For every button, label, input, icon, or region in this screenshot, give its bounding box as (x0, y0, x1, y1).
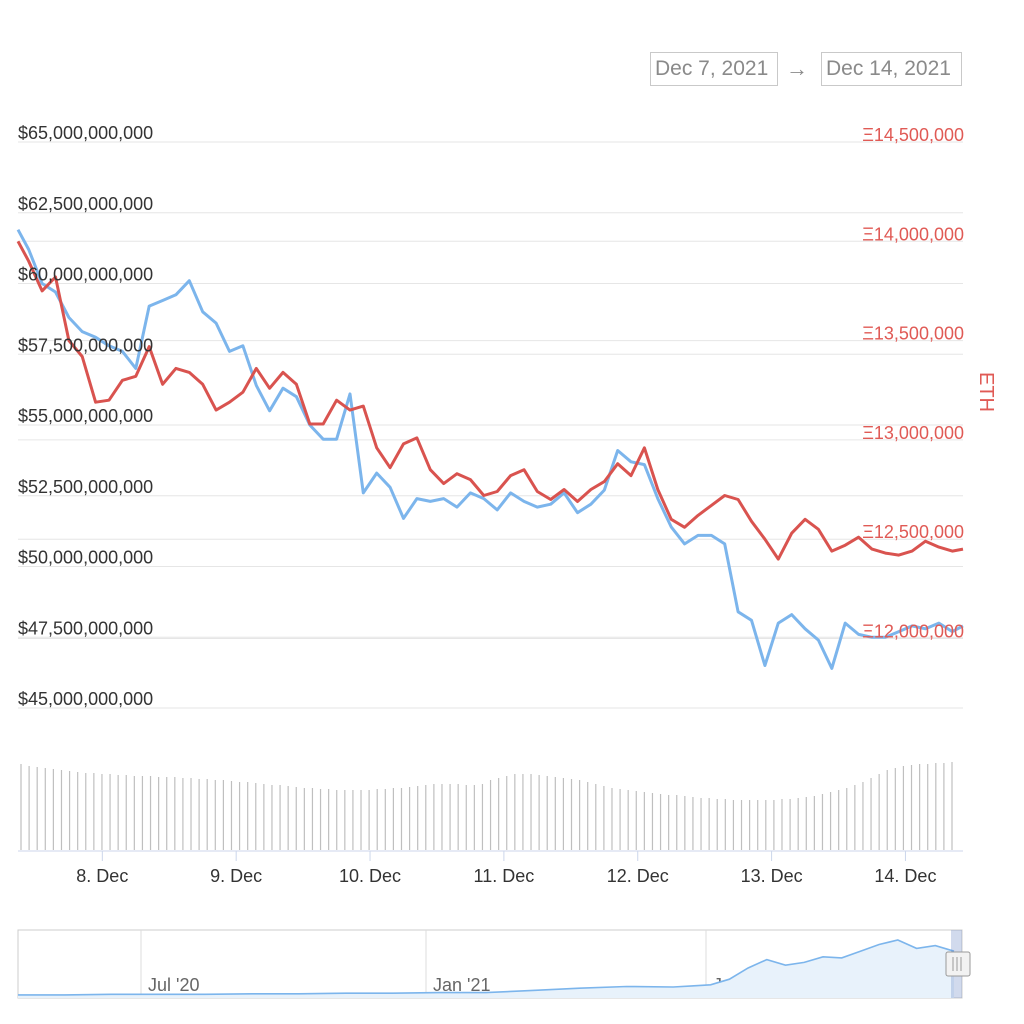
right-tick-label: Ξ13,000,000 (862, 423, 964, 443)
volume-bars (20, 762, 953, 850)
usd-market-cap-line (16, 228, 964, 670)
range-to-input[interactable]: Dec 14, 2021 (821, 52, 962, 86)
right-tick-label: Ξ13,500,000 (862, 324, 964, 344)
navigator-label: Jul '20 (148, 975, 199, 995)
price-lines (16, 228, 964, 670)
navigator-line (18, 939, 955, 996)
x-tick-label: 12. Dec (607, 866, 669, 886)
left-tick-label: $45,000,000,000 (18, 689, 153, 709)
grid-lines (18, 141, 963, 709)
right-axis-title: ETH (975, 372, 997, 412)
x-axis: 8. Dec 9. Dec 10. Dec 11. Dec 12. Dec 13. Dec… (18, 850, 963, 886)
left-tick-label: $57,500,000,000 (18, 335, 153, 355)
left-tick-label: $65,000,000,000 (18, 123, 153, 143)
left-tick-label: $60,000,000,000 (18, 265, 153, 285)
left-tick-label: $47,500,000,000 (18, 618, 153, 638)
right-tick-label: Ξ14,500,000 (862, 125, 964, 145)
x-tick-label: 8. Dec (76, 866, 128, 886)
x-tick-label: 14. Dec (874, 866, 936, 886)
right-tick-label: Ξ14,000,000 (862, 224, 964, 244)
navigator-area (18, 940, 954, 998)
left-tick-label: $55,000,000,000 (18, 406, 153, 426)
x-tick-label: 9. Dec (210, 866, 262, 886)
range-arrow: → (786, 56, 808, 81)
x-tick-label: 11. Dec (474, 866, 535, 886)
left-axis-labels: $65,000,000,000 $62,500,000,000 $60,000,00… (18, 123, 153, 709)
left-tick-label: $50,000,000,000 (18, 548, 153, 568)
right-tick-label: Ξ12,000,000 (862, 621, 964, 641)
x-tick-label: 13. Dec (741, 866, 803, 886)
left-tick-label: $62,500,000,000 (18, 194, 153, 214)
left-tick-label: $52,500,000,000 (18, 477, 153, 497)
navigator-handle[interactable] (945, 951, 971, 977)
x-tick-label: 10. Dec (339, 866, 401, 886)
range-from-input[interactable]: Dec 7, 2021 (650, 52, 778, 86)
navigator-label: Jan '21 (433, 975, 490, 995)
eth-market-cap-line (16, 240, 964, 561)
right-axis-labels: Ξ14,500,000 Ξ14,000,000 Ξ13,500,000 Ξ13,000… (862, 125, 964, 641)
right-tick-label: Ξ12,500,000 (862, 522, 964, 542)
